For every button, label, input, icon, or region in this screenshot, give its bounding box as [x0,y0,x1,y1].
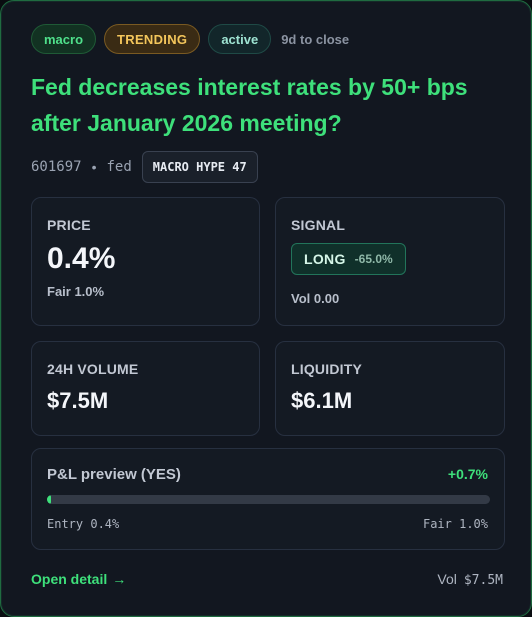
signal-edge: -65.0% [354,252,393,266]
price-panel: PRICE 0.4% Fair 1.0% [31,197,260,326]
footer-volume: Vol $7.5M [437,571,503,588]
meta-separator: • [91,159,97,175]
pnl-value: +0.7% [447,466,488,482]
status-badge: active [208,24,272,54]
pnl-progress-fill [47,495,52,504]
market-meta: 601697 • fed MACRO HYPE 47 [31,151,258,183]
pnl-label: P&L preview (YES) [47,466,181,483]
signal-panel: SIGNAL LONG -65.0% Vol 0.00 [275,197,505,326]
liquidity-panel: LIQUIDITY $6.1M [275,341,505,436]
trending-badge: TRENDING [104,24,201,54]
signal-label: SIGNAL [291,217,346,233]
liquidity-value: $6.1M [291,388,353,413]
footer-volume-label: Vol [437,571,457,587]
signal-badge: LONG -65.0% [291,243,406,275]
footer-volume-value: $7.5M [463,573,503,588]
tag-row: macro TRENDING active 9d to close [31,24,349,54]
pnl-entry: Entry 0.4% [47,517,120,531]
signal-direction: LONG [304,251,346,267]
price-label: PRICE [47,217,91,233]
pnl-preview-panel: P&L preview (YES) +0.7% Entry 0.4% Fair … [31,448,505,550]
close-countdown: 9d to close [281,31,350,47]
market-title[interactable]: Fed decreases interest rates by 50+ bps … [31,74,468,136]
pnl-progress-track [47,495,490,504]
fair-price: Fair 1.0% [47,284,105,299]
volume-label: 24H VOLUME [47,361,139,377]
open-detail-link[interactable]: Open detail → [31,571,126,587]
category-tag[interactable]: macro [31,24,97,54]
volume-value: $7.5M [47,388,109,413]
arrow-right-icon: → [112,571,127,587]
market-id: 601697 [31,159,82,175]
volume-panel: 24H VOLUME $7.5M [31,341,260,436]
signal-volume: Vol 0.00 [291,291,340,306]
price-value: 0.4% [47,242,116,275]
open-detail-label: Open detail [31,571,108,587]
hype-badge: MACRO HYPE 47 [141,151,258,183]
liquidity-label: LIQUIDITY [291,361,363,377]
market-category: fed [106,159,132,175]
pnl-fair: Fair 1.0% [422,517,488,531]
